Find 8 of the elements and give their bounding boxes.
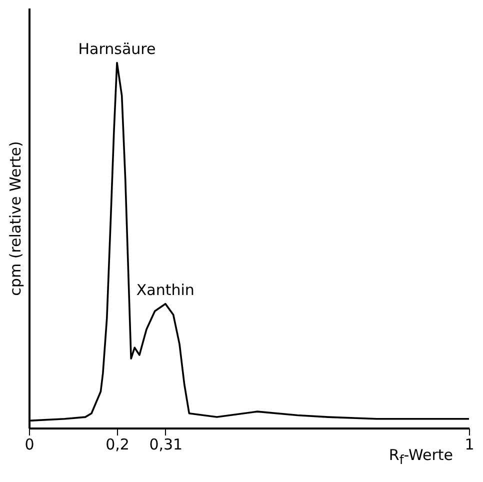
x-axis-title: R$_{f}$-Werte [388, 446, 453, 467]
annotation: Xanthin [136, 280, 194, 299]
y-axis-title: cpm (relative Werte) [6, 141, 24, 296]
x-tick-label: 0,31 [149, 436, 183, 454]
x-tick-label: 0,2 [106, 436, 130, 454]
x-tick-label: 1 [464, 436, 474, 454]
annotation: Harnsäure [78, 40, 156, 58]
x-tick-label: 0 [24, 436, 34, 454]
